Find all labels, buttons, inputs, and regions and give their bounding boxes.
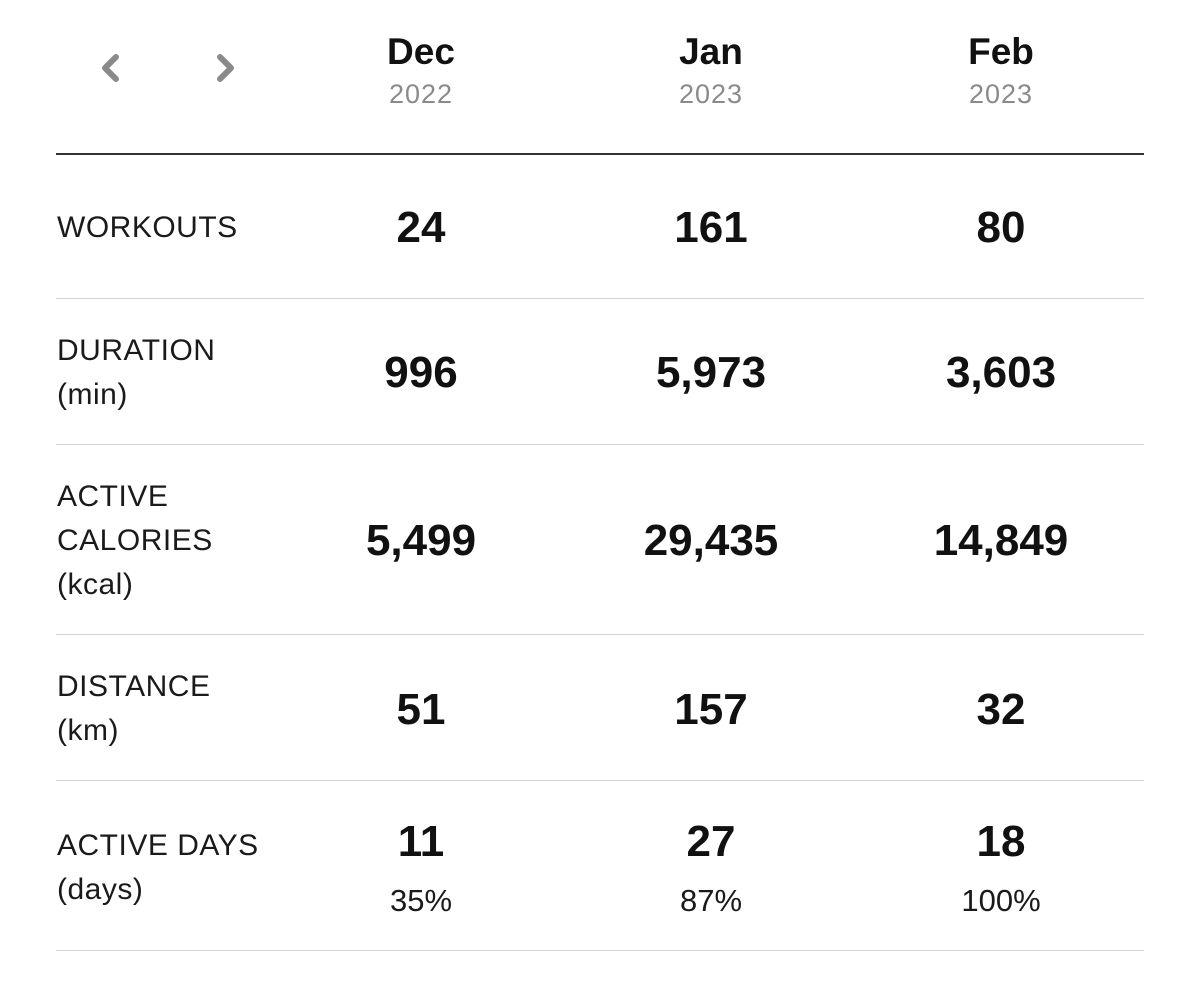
month-name: Dec bbox=[387, 31, 455, 72]
row-label-unit: (min) bbox=[57, 378, 128, 411]
value-distance-feb: 32 bbox=[976, 685, 1026, 734]
row-divider bbox=[56, 444, 1144, 445]
month-header-jan: Jan 2023 bbox=[601, 30, 821, 114]
row-divider bbox=[56, 780, 1144, 781]
value-active-days-jan: 27 bbox=[686, 817, 736, 866]
active-days-percent-feb: 100% bbox=[961, 883, 1041, 918]
row-label-duration: DURATION (min) bbox=[57, 329, 317, 417]
previous-month-button[interactable] bbox=[92, 48, 132, 88]
row-label-line: DURATION bbox=[57, 334, 216, 367]
value-duration-dec: 996 bbox=[384, 348, 458, 397]
value-workouts-jan: 161 bbox=[674, 203, 748, 252]
row-label-active-calories: ACTIVE CALORIES (kcal) bbox=[57, 475, 317, 607]
active-days-percent-jan: 87% bbox=[679, 883, 743, 918]
row-label-line: DISTANCE bbox=[57, 670, 211, 703]
value-active-days-feb: 18 bbox=[976, 817, 1026, 866]
month-header-feb: Feb 2023 bbox=[891, 30, 1111, 114]
row-label-line: ACTIVE bbox=[57, 480, 169, 513]
value-workouts-dec: 24 bbox=[396, 203, 446, 252]
row-label-unit: (days) bbox=[57, 873, 144, 906]
value-duration-jan: 5,973 bbox=[655, 348, 767, 397]
chevron-left-icon bbox=[102, 54, 119, 82]
month-year: 2023 bbox=[678, 79, 744, 109]
value-active-days-dec: 11 bbox=[397, 817, 445, 866]
chevron-right-icon bbox=[217, 54, 234, 82]
row-label-line: WORKOUTS bbox=[57, 211, 238, 244]
month-header-dec: Dec 2022 bbox=[311, 30, 531, 114]
value-duration-feb: 3,603 bbox=[945, 348, 1057, 397]
row-divider bbox=[56, 634, 1144, 635]
row-label-line: CALORIES bbox=[57, 524, 213, 557]
row-label-active-days: ACTIVE DAYS (days) bbox=[57, 824, 317, 912]
month-year: 2023 bbox=[968, 79, 1034, 109]
row-label-distance: DISTANCE (km) bbox=[57, 665, 317, 753]
row-label-workouts: WORKOUTS bbox=[57, 206, 317, 250]
value-distance-dec: 51 bbox=[396, 685, 446, 734]
next-month-button[interactable] bbox=[204, 48, 244, 88]
row-label-line: ACTIVE DAYS bbox=[57, 829, 259, 862]
month-year: 2022 bbox=[388, 79, 454, 109]
row-label-unit: (kcal) bbox=[57, 568, 134, 601]
row-divider bbox=[56, 950, 1144, 951]
value-workouts-feb: 80 bbox=[976, 203, 1026, 252]
value-calories-jan: 29,435 bbox=[643, 516, 779, 565]
month-name: Feb bbox=[968, 31, 1034, 72]
row-divider bbox=[56, 298, 1144, 299]
header-divider bbox=[56, 153, 1144, 155]
value-distance-jan: 157 bbox=[674, 685, 748, 734]
value-calories-dec: 5,499 bbox=[365, 516, 477, 565]
value-calories-feb: 14,849 bbox=[933, 516, 1069, 565]
month-name: Jan bbox=[679, 31, 743, 72]
active-days-percent-dec: 35% bbox=[389, 883, 453, 918]
row-label-unit: (km) bbox=[57, 714, 119, 747]
